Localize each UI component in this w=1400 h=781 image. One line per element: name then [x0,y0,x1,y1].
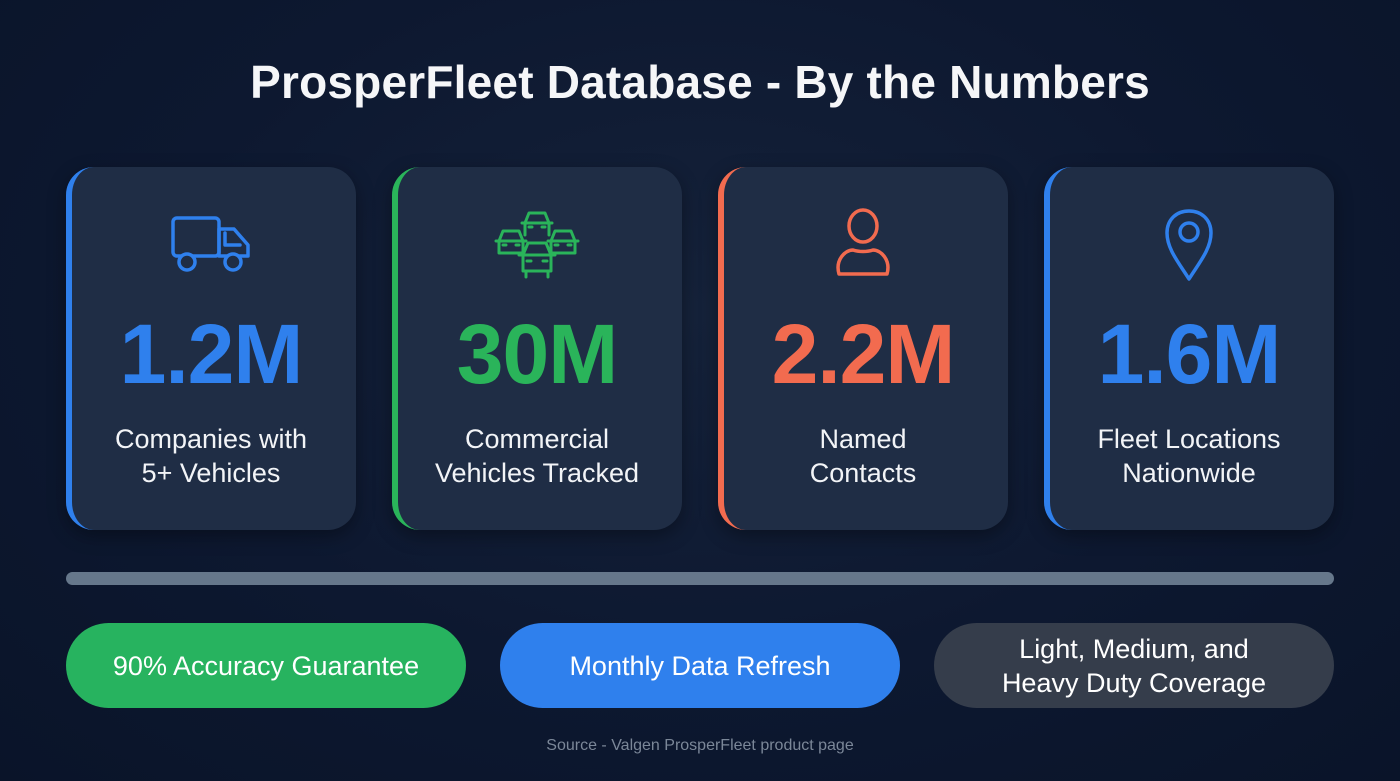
stat-label: Fleet Locations Nationwide [1044,422,1334,490]
stat-value: 1.2M [119,307,304,401]
badge-coverage: Light, Medium, and Heavy Duty Coverage [934,623,1334,708]
stat-value: 30M [456,307,618,401]
badge-label: Monthly Data Refresh [569,650,831,681]
badge-accuracy: 90% Accuracy Guarantee [66,623,466,708]
badge-refresh: Monthly Data Refresh [500,623,900,708]
stat-label-line1: Named [819,424,907,454]
badge-label-line1: Light, Medium, and [1019,633,1249,664]
card-accent-bar [718,167,746,530]
stat-label: Named Contacts [718,422,1008,490]
stat-label-line1: Companies with [114,424,308,454]
stat-label: Companies with 5+ Vehicles [66,422,356,490]
stat-label-line1: Commercial [464,424,610,454]
card-accent-bar [66,167,94,530]
truck-icon [66,209,356,281]
stat-value: 2.2M [771,307,956,401]
badge-label-line2: Heavy Duty Coverage [1001,667,1267,698]
card-accent-bar [1044,167,1072,530]
stat-label-line1: Fleet Locations [1097,424,1281,454]
stat-value: 1.6M [1097,307,1282,401]
stat-label-line2: 5+ Vehicles [141,458,281,488]
page-title: ProsperFleet Database - By the Numbers [250,56,1150,108]
source-note: Source - Valgen ProsperFleet product pag… [546,737,854,754]
divider [66,572,1334,585]
stat-label-line2: Contacts [809,458,917,488]
stat-label-line2: Vehicles Tracked [434,458,640,488]
map-pin-icon [1044,209,1334,281]
stat-label: Commercial Vehicles Tracked [392,422,682,490]
person-icon [718,208,1008,281]
stat-card-contacts: 2.2M Named Contacts [718,167,1008,530]
card-accent-bar [392,167,420,530]
badge-label: 90% Accuracy Guarantee [112,650,420,681]
stat-card-locations: 1.6M Fleet Locations Nationwide [1044,167,1334,530]
stat-card-companies: 1.2M Companies with 5+ Vehicles [66,167,356,530]
stat-label-line2: Nationwide [1122,458,1256,488]
stat-card-vehicles: 30M Commercial Vehicles Tracked [392,167,682,530]
cars-fleet-icon [392,209,682,281]
